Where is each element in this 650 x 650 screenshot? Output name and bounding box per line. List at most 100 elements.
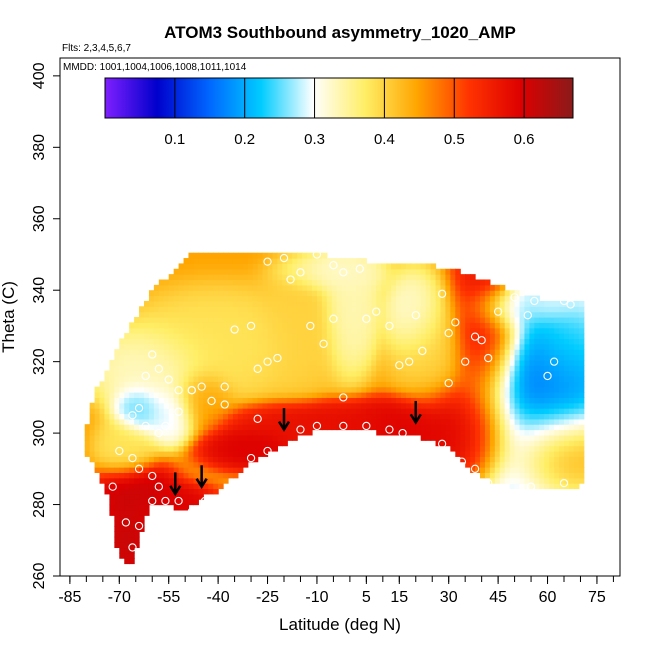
heatmap-cell: [228, 386, 234, 393]
heatmap-cell: [272, 386, 279, 393]
heatmap-cell: [568, 300, 575, 307]
heatmap-cell: [198, 386, 204, 393]
heatmap-cell: [129, 365, 135, 372]
heatmap-cell: [89, 408, 96, 415]
heatmap-cell: [188, 483, 195, 490]
heatmap-cell: [297, 381, 303, 388]
heatmap-cell: [470, 424, 476, 431]
heatmap-cell: [208, 311, 214, 318]
heatmap-cell: [331, 300, 338, 307]
heatmap-cell: [183, 386, 190, 393]
heatmap-cell: [153, 450, 160, 457]
heatmap-cell: [203, 402, 209, 409]
observation-point: [418, 346, 427, 356]
heatmap-cell: [257, 263, 264, 270]
heatmap-cell: [559, 434, 565, 441]
heatmap-cell: [465, 424, 471, 431]
heatmap-cell: [183, 306, 190, 313]
heatmap-cell: [568, 450, 575, 457]
heatmap-cell: [351, 397, 358, 404]
heatmap-cell: [257, 343, 264, 350]
heatmap-cell: [573, 317, 580, 323]
heatmap-cell: [341, 268, 348, 275]
heatmap-cell: [223, 477, 229, 484]
heatmap-cell: [415, 284, 422, 291]
heatmap-cell: [504, 397, 511, 404]
heatmap-cell: [430, 418, 437, 425]
heatmap-cell: [213, 397, 219, 404]
heatmap-cell: [292, 300, 298, 307]
heatmap-cell: [247, 434, 254, 441]
heatmap-cell: [371, 359, 377, 366]
heatmap-cell: [168, 434, 175, 441]
heatmap-cell: [549, 317, 555, 323]
heatmap-cell: [198, 306, 204, 313]
heatmap-cell: [361, 317, 367, 323]
heatmap-cell: [129, 375, 135, 382]
heatmap-cell: [386, 397, 392, 404]
heatmap-cell: [282, 365, 288, 372]
heatmap-cell: [218, 343, 224, 350]
heatmap-cell: [450, 349, 456, 356]
heatmap-cell: [262, 397, 269, 404]
heatmap-cell: [559, 429, 565, 436]
heatmap-cell: [351, 322, 358, 329]
heatmap-cell: [361, 397, 367, 404]
heatmap-cell: [554, 429, 560, 436]
heatmap-cell: [475, 434, 481, 441]
heatmap-cell: [341, 338, 348, 345]
heatmap-cell: [237, 343, 244, 350]
heatmap-cell: [316, 354, 323, 361]
heatmap-cell: [237, 424, 244, 431]
heatmap-cell: [391, 424, 397, 431]
heatmap-cell: [153, 488, 160, 495]
heatmap-cell: [445, 392, 451, 398]
heatmap-cell: [475, 445, 481, 452]
heatmap-cell: [193, 381, 199, 388]
heatmap-cell: [252, 370, 259, 377]
heatmap-cell: [287, 429, 293, 436]
observation-point: [128, 543, 137, 552]
heatmap-cell: [554, 413, 560, 420]
heatmap-cell: [568, 472, 575, 479]
heatmap-cell: [470, 333, 476, 340]
heatmap-cell: [183, 402, 190, 409]
heatmap-cell: [376, 418, 382, 425]
heatmap-cell: [114, 418, 120, 425]
heatmap-cell: [139, 413, 145, 420]
heatmap-cell: [193, 424, 199, 431]
heatmap-cell: [475, 429, 481, 436]
heatmap-cell: [312, 386, 318, 393]
heatmap-cell: [232, 317, 239, 323]
heatmap-cell: [316, 263, 323, 270]
heatmap-cell: [129, 424, 135, 431]
heatmap-cell: [564, 467, 570, 473]
x-tick-label: -55: [157, 589, 180, 606]
heatmap-cell: [410, 429, 417, 436]
heatmap-cell: [484, 472, 491, 479]
heatmap-cell: [346, 370, 353, 377]
heatmap-cell: [460, 434, 466, 441]
heatmap-cell: [460, 375, 466, 382]
heatmap-cell: [178, 317, 185, 323]
heatmap-cell: [499, 354, 506, 361]
heatmap-cell: [440, 440, 447, 447]
heatmap-cell: [178, 461, 185, 468]
heatmap-cell: [366, 274, 372, 281]
heatmap-cell: [312, 279, 318, 286]
heatmap-cell: [480, 440, 486, 447]
heatmap-cell: [218, 467, 224, 473]
heatmap-cell: [262, 300, 269, 307]
heatmap-cell: [287, 354, 293, 361]
heatmap-cell: [549, 338, 555, 345]
heatmap-cell: [228, 290, 234, 297]
heatmap-cell: [168, 429, 175, 436]
heatmap-cell: [104, 402, 111, 409]
heatmap-cell: [351, 300, 358, 307]
heatmap-cell: [163, 317, 170, 323]
heatmap-cell: [203, 327, 209, 334]
heatmap-cell: [415, 300, 422, 307]
heatmap-cell: [237, 306, 244, 313]
heatmap-cell: [509, 408, 516, 415]
heatmap-cell: [440, 338, 447, 345]
